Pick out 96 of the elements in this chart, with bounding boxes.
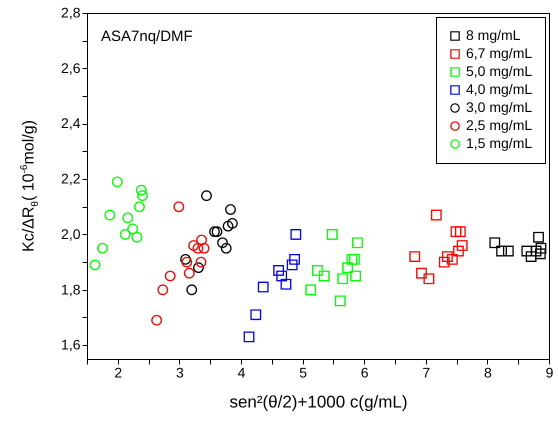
point <box>180 254 191 265</box>
point <box>352 237 363 248</box>
point <box>258 282 269 292</box>
point <box>312 265 323 276</box>
point <box>184 268 195 279</box>
point <box>201 190 212 202</box>
point <box>536 242 546 254</box>
point <box>157 284 168 296</box>
point <box>526 251 537 262</box>
point <box>225 204 236 215</box>
point <box>521 246 532 256</box>
x-tick-label: 6 <box>360 364 369 380</box>
point <box>280 278 292 290</box>
legend-label: 5,0 mg/mL <box>466 63 532 79</box>
point <box>456 240 468 251</box>
legend-label: 4,0 mg/mL <box>466 81 532 97</box>
point <box>289 254 300 265</box>
point <box>416 268 427 279</box>
point <box>326 229 338 240</box>
point <box>534 248 546 260</box>
point <box>188 240 199 251</box>
point <box>450 226 462 238</box>
y-tick-label: 2,0 <box>61 226 81 242</box>
annotation: ASA7nq/DMF <box>101 28 193 45</box>
point <box>342 262 353 274</box>
y-tick-label: 1,8 <box>61 281 81 298</box>
legend-label: 2,5 mg/mL <box>466 117 532 133</box>
point <box>438 256 450 268</box>
x-tick-label: 8 <box>484 364 492 380</box>
point <box>244 331 254 342</box>
point <box>533 232 544 243</box>
legend-label: 8 mg/mL <box>466 27 521 43</box>
legend-label: 6,7 mg/mL <box>466 45 532 61</box>
point <box>348 254 360 265</box>
point <box>132 232 142 243</box>
point <box>97 242 108 254</box>
y-tick-label: 2,6 <box>61 60 81 76</box>
point <box>250 309 262 320</box>
point <box>137 190 148 202</box>
point <box>104 210 116 220</box>
point <box>350 270 361 282</box>
point <box>220 242 232 254</box>
point <box>127 224 138 234</box>
point <box>186 284 198 296</box>
point <box>442 251 453 262</box>
point <box>453 246 464 256</box>
legend-label: 1,5 mg/mL <box>466 135 532 151</box>
point <box>212 226 222 238</box>
point <box>273 265 284 276</box>
point <box>181 256 192 268</box>
y-tick-label: 2,4 <box>61 115 81 132</box>
point <box>136 184 147 196</box>
x-tick-label: 9 <box>546 364 554 380</box>
point <box>112 176 123 188</box>
point <box>90 260 100 270</box>
point <box>454 226 466 238</box>
point <box>173 201 184 212</box>
y-tick-label: 1,6 <box>61 336 81 353</box>
point <box>226 218 238 229</box>
point <box>446 254 458 265</box>
point <box>151 314 162 326</box>
point <box>346 254 358 265</box>
point <box>222 220 234 232</box>
x-axis-title: sen²(θ/2)+1000 c(g/mL) <box>229 392 408 412</box>
y-tick-label: 2,2 <box>61 170 81 187</box>
point <box>423 273 434 284</box>
point <box>430 210 442 220</box>
point <box>209 226 220 238</box>
point <box>337 273 348 284</box>
point <box>192 242 204 254</box>
x-tick-label: 3 <box>176 364 184 380</box>
point <box>502 246 514 256</box>
point <box>409 251 420 262</box>
point <box>196 256 206 268</box>
point <box>217 237 228 248</box>
point <box>305 284 316 296</box>
point <box>196 234 207 246</box>
point <box>164 270 176 282</box>
point <box>193 262 204 274</box>
legend-label: 3,0 mg/mL <box>466 99 532 115</box>
point <box>290 229 302 240</box>
x-tick-label: 2 <box>114 364 122 380</box>
point <box>496 246 507 256</box>
point <box>318 270 330 282</box>
x-tick-label: 7 <box>422 364 430 380</box>
point <box>286 259 298 270</box>
point <box>198 242 210 254</box>
point <box>276 270 288 282</box>
x-tick-label: 4 <box>238 364 246 380</box>
point <box>134 201 145 212</box>
point <box>120 229 131 240</box>
point <box>122 212 134 224</box>
y-tick-label: 2,8 <box>61 4 81 20</box>
x-tick-label: 5 <box>299 364 308 380</box>
point <box>489 237 500 248</box>
point <box>334 295 346 306</box>
